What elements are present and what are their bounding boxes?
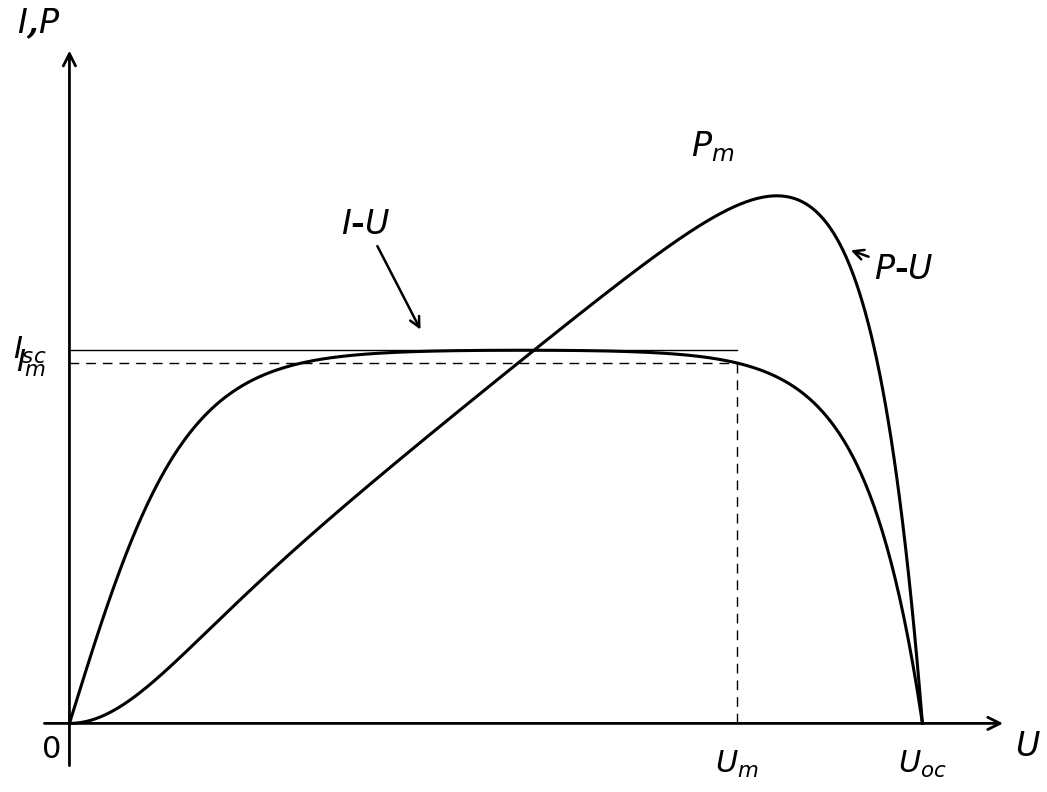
Text: $\it{U}_{oc}$: $\it{U}_{oc}$ <box>898 749 946 780</box>
Text: $\it{I}_m$: $\it{I}_m$ <box>16 348 46 379</box>
Text: $\it{I}$-$\it{U}$: $\it{I}$-$\it{U}$ <box>341 208 419 327</box>
Text: $\it{P}_m$: $\it{P}_m$ <box>691 129 734 164</box>
Text: $\it{U}$: $\it{U}$ <box>1016 730 1041 763</box>
Text: $\it{P}$-$\it{U}$: $\it{P}$-$\it{U}$ <box>853 250 934 286</box>
Text: $0$: $0$ <box>41 733 61 764</box>
Text: $\it{I}_{sc}$: $\it{I}_{sc}$ <box>13 335 46 366</box>
Text: $\it{U}_m$: $\it{U}_m$ <box>715 749 759 780</box>
Text: $\it{I}$,$\it{P}$: $\it{I}$,$\it{P}$ <box>17 6 60 41</box>
